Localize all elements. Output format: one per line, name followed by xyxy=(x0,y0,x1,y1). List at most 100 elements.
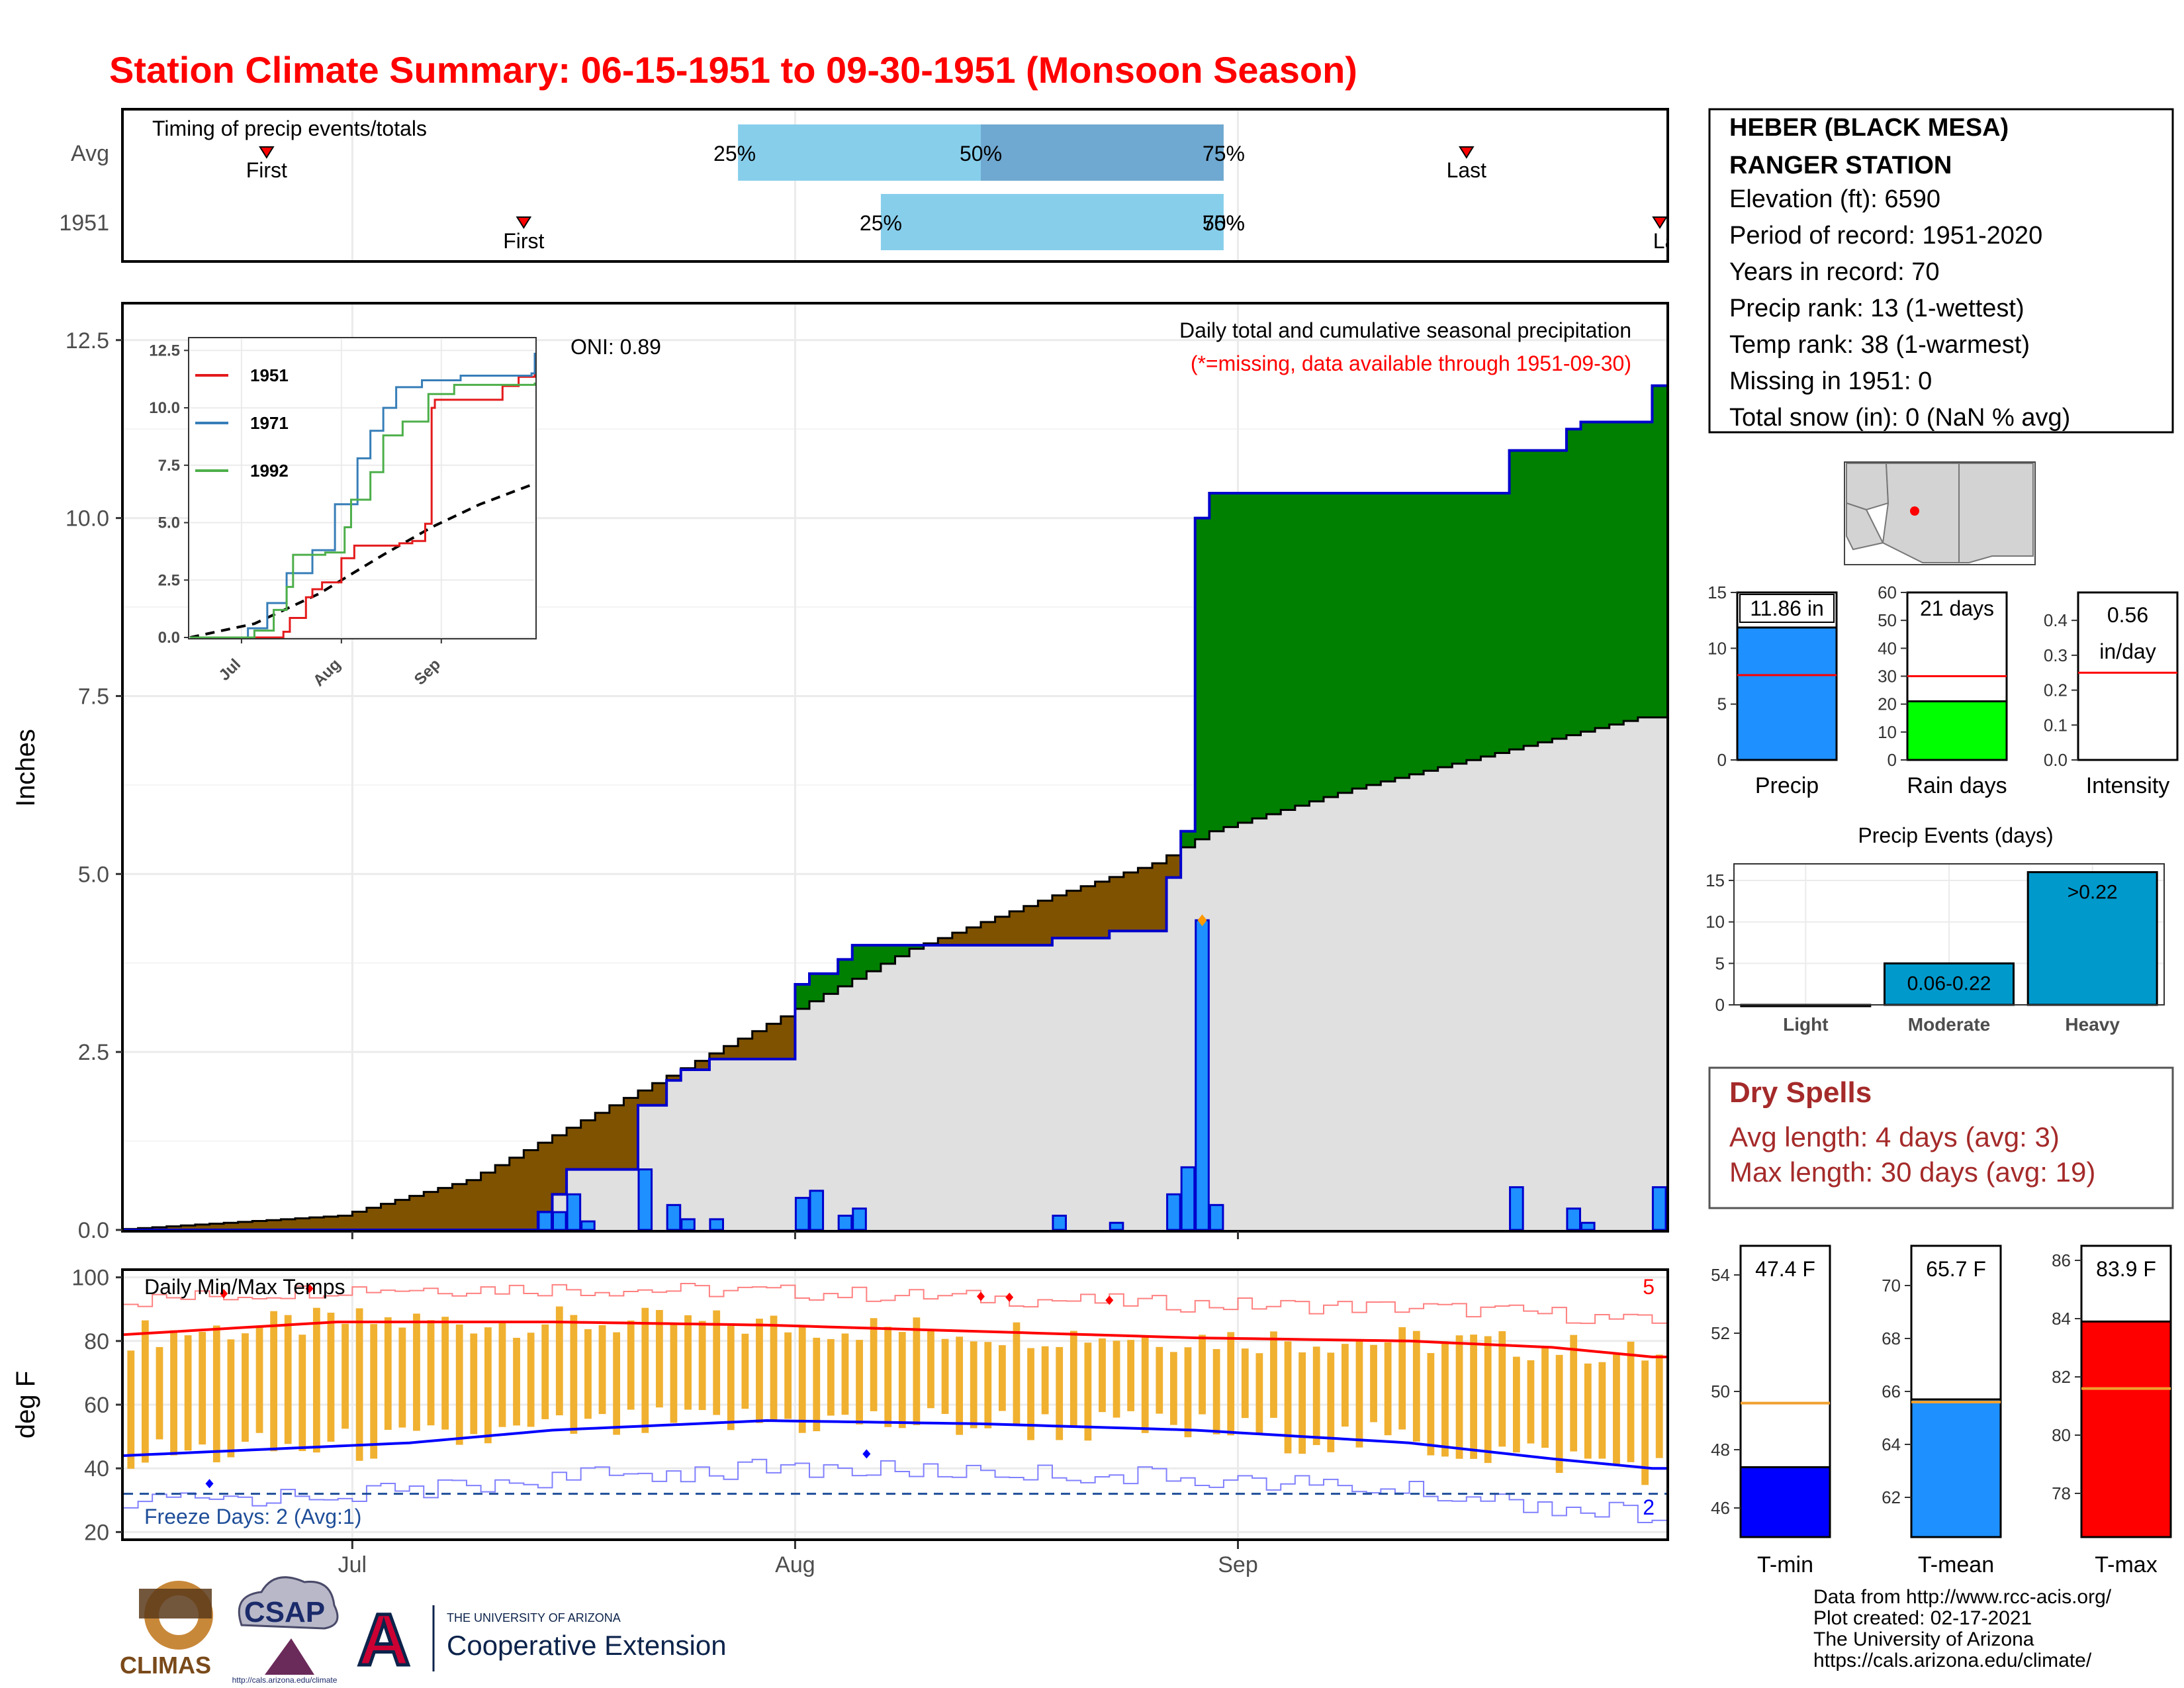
csap-logo: CSAP http://cals.arizona.edu/climate xyxy=(232,1576,339,1685)
inset-series-line xyxy=(190,382,536,639)
daily-temp-bar xyxy=(413,1313,420,1431)
above-normal-area xyxy=(1295,492,1310,806)
year-q75-label: 75% xyxy=(1203,211,1245,235)
daily-temp-bar xyxy=(698,1321,706,1411)
summary-y-tick-label: 0.0 xyxy=(2044,750,2068,770)
daily-temp-bar xyxy=(1412,1331,1420,1442)
record-high-count: 5 xyxy=(1643,1275,1655,1299)
season-temperature-charts: 46 48 50 52 54 47.4 F T-min 62 64 66 68 70 65.7 F T-m… xyxy=(1711,1244,2172,1577)
inset-y-tick-label: 12.5 xyxy=(149,342,180,359)
daily-temp-bar xyxy=(741,1333,749,1409)
below-normal-area xyxy=(238,1221,253,1230)
below-normal-area xyxy=(580,1120,596,1170)
daily-precip-bar xyxy=(680,1218,696,1231)
below-normal-area xyxy=(695,1060,710,1070)
record-high-line xyxy=(124,1283,1666,1325)
daily-temp-bar xyxy=(598,1325,606,1415)
footer-line: The University of Arizona xyxy=(1813,1628,2034,1650)
dry-spells-title: Dry Spells xyxy=(1729,1076,1872,1109)
below-normal-area xyxy=(309,1217,324,1230)
above-normal-area xyxy=(1409,492,1424,774)
record-low-marker xyxy=(862,1449,871,1459)
summary-y-tick-label: 60 xyxy=(1878,583,1897,602)
daily-temp-bar xyxy=(141,1320,149,1463)
temp-summary-y-tick-label: 48 xyxy=(1711,1440,1730,1460)
daily-temp-bar xyxy=(1199,1335,1206,1415)
daily-temp-bar xyxy=(756,1319,763,1423)
daily-temp-bar xyxy=(670,1324,678,1423)
inset-normal-line xyxy=(189,482,535,639)
daily-temp-bar xyxy=(1441,1341,1449,1457)
year-quartile-bar xyxy=(880,194,1224,250)
above-normal-area xyxy=(1338,492,1353,793)
below-normal-area xyxy=(780,1016,796,1059)
below-normal-area xyxy=(281,1219,296,1230)
below-normal-area xyxy=(609,1105,625,1170)
normal-cumulative-line xyxy=(124,716,1666,1231)
station-info-line: Temp rank: 38 (1-warmest) xyxy=(1729,331,2030,359)
above-normal-area xyxy=(880,945,896,964)
daily-temp-bar xyxy=(613,1332,621,1435)
daily-temp-bar xyxy=(1641,1360,1649,1485)
daily-temp-bar xyxy=(570,1315,578,1434)
inset-y-tick-label: 7.5 xyxy=(158,457,180,475)
above-normal-area xyxy=(1637,422,1653,718)
inset-y-tick-label: 2.5 xyxy=(158,571,180,589)
above-normal-area xyxy=(1437,492,1453,767)
below-normal-area xyxy=(952,933,968,945)
below-normal-area xyxy=(523,1150,539,1230)
timing-panel: Timing of precip events/totals Avg 1951 … xyxy=(59,108,1669,263)
daily-temp-bar xyxy=(1398,1327,1406,1430)
below-normal-area xyxy=(966,927,981,945)
daily-precip-bar xyxy=(1195,919,1210,1231)
summary-bar xyxy=(1736,626,1838,761)
daily-temp-bar xyxy=(998,1345,1006,1411)
below-normal-area xyxy=(938,938,953,945)
events-y-tick-label: 0 xyxy=(1715,995,1725,1015)
daily-temp-bar xyxy=(370,1324,378,1459)
temp-summary-y-tick-label: 54 xyxy=(1711,1265,1730,1285)
y-tick-label: 7.5 xyxy=(78,684,109,709)
daily-temp-bar xyxy=(327,1313,335,1442)
year-first-marker xyxy=(516,216,532,229)
below-normal-area xyxy=(467,1180,482,1230)
events-category-label: Moderate xyxy=(1908,1014,1990,1035)
daily-temp-bar xyxy=(970,1341,978,1429)
above-normal-area xyxy=(1238,492,1253,823)
record-high-marker xyxy=(220,1289,228,1299)
below-normal-area xyxy=(1052,895,1068,939)
precip-events-title: Precip Events (days) xyxy=(1858,823,2053,847)
summary-y-tick-label: 15 xyxy=(1707,583,1727,602)
below-normal-area xyxy=(295,1218,310,1230)
temp-summary-category-label: T-max xyxy=(2095,1552,2157,1577)
temp-summary-y-tick-label: 82 xyxy=(2052,1367,2071,1387)
summary-y-tick-label: 30 xyxy=(1878,667,1897,686)
daily-temp-bar xyxy=(270,1311,278,1452)
precip-total-label: 11.86 in xyxy=(1750,596,1824,620)
daily-temp-bar xyxy=(341,1323,349,1429)
daily-precip-bar xyxy=(852,1207,867,1231)
summary-category-label: Precip xyxy=(1755,773,1819,798)
daily-temp-bar xyxy=(384,1317,392,1430)
daily-temp-bar xyxy=(713,1310,721,1415)
daily-temp-bar xyxy=(627,1320,635,1410)
oni-label: ONI: 0.89 xyxy=(570,335,661,359)
daily-temp-bar xyxy=(513,1337,520,1426)
events-bar xyxy=(2026,871,2158,1006)
below-normal-area xyxy=(1166,855,1181,878)
daily-temp-bar xyxy=(1341,1344,1349,1427)
y-tick-label: 80 xyxy=(84,1329,109,1354)
above-normal-area xyxy=(1309,492,1324,802)
above-normal-area xyxy=(1281,492,1296,810)
below-normal-area xyxy=(181,1225,196,1230)
temp-summary-value-label: 47.4 F xyxy=(1755,1257,1815,1281)
below-normal-area xyxy=(595,1113,610,1170)
precip-events-chart: Precip Events (days) 0 5 10 15 Light 0.06-0.2… xyxy=(1706,823,2165,1035)
daily-temp-bar xyxy=(170,1330,177,1456)
below-normal-area xyxy=(537,1143,553,1213)
avg-q25-label: 25% xyxy=(713,142,756,165)
daily-temp-bar xyxy=(470,1333,478,1434)
temp-panel-title: Daily Min/Max Temps xyxy=(144,1275,345,1299)
daily-precip-bar xyxy=(1166,1193,1181,1231)
